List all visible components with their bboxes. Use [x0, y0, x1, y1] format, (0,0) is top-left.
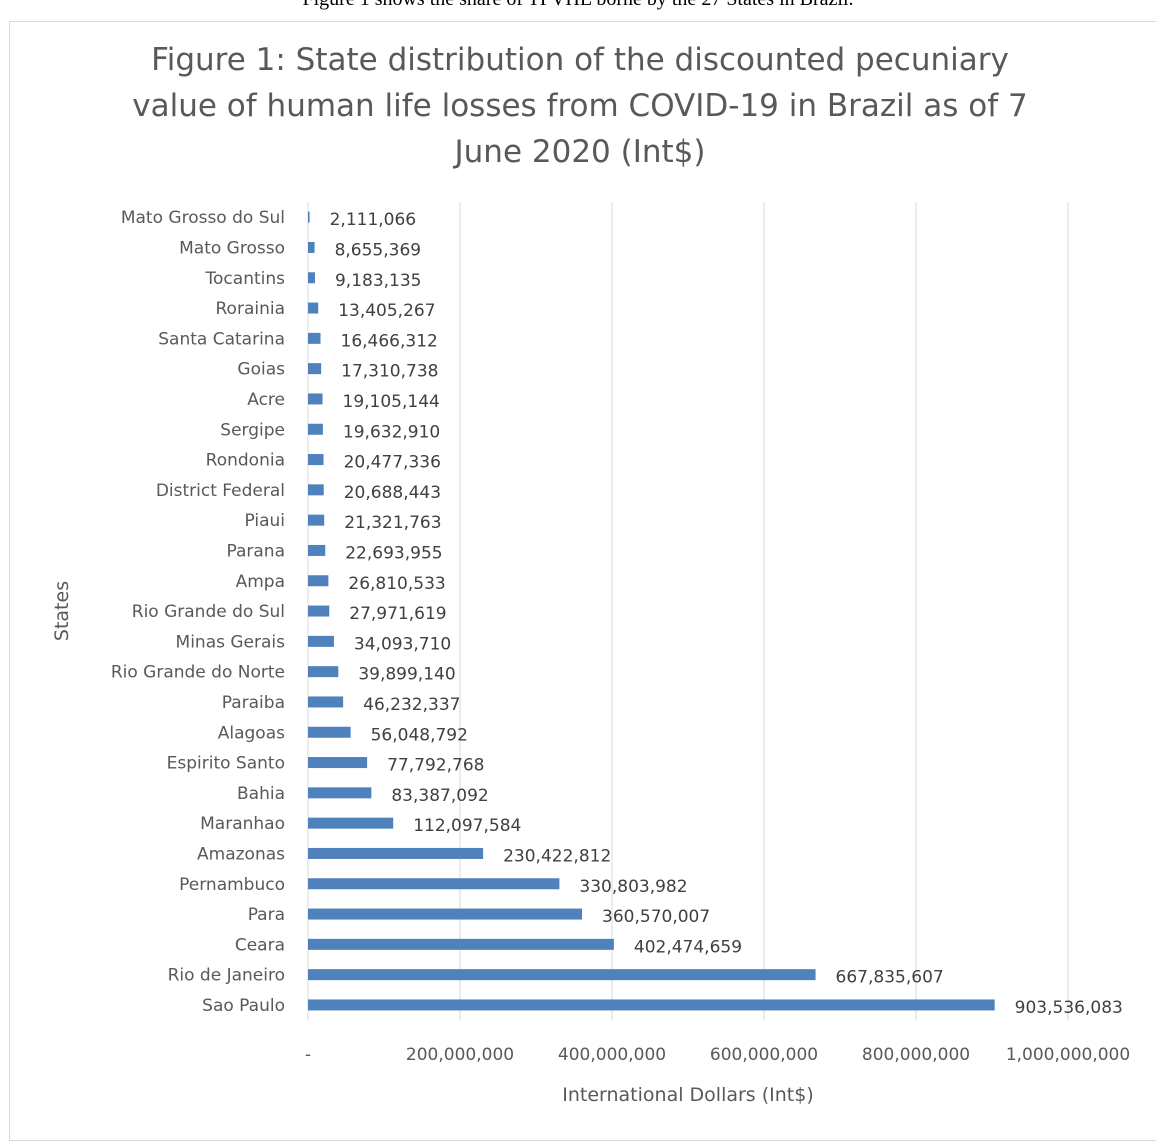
- x-tick-label: -: [305, 1045, 311, 1065]
- bars: [308, 211, 995, 1011]
- data-label: 9,183,135: [335, 271, 422, 291]
- bar: [308, 938, 614, 950]
- bar: [308, 666, 339, 678]
- bar: [308, 211, 310, 223]
- data-label: 230,422,812: [503, 846, 611, 866]
- data-label: 56,048,792: [371, 725, 468, 745]
- category-label: Paraiba: [222, 693, 285, 713]
- category-label: Espirito Santo: [167, 754, 285, 774]
- data-label: 330,803,982: [579, 877, 687, 897]
- category-label: Para: [248, 905, 285, 925]
- bar: [308, 302, 319, 314]
- bar: [308, 241, 315, 253]
- category-label: Rio Grande do Norte: [111, 663, 285, 683]
- data-label: 83,387,092: [391, 786, 488, 806]
- category-label: Mato Grosso: [179, 238, 285, 258]
- bar: [308, 969, 816, 981]
- data-label: 402,474,659: [634, 937, 742, 957]
- data-label: 903,536,083: [1015, 998, 1123, 1018]
- bar: [308, 817, 394, 829]
- bar: [308, 605, 330, 617]
- category-label: Pernambuco: [179, 875, 285, 895]
- category-label: Minas Gerais: [176, 632, 286, 652]
- category-label: Goias: [237, 360, 285, 380]
- data-label: 19,105,144: [343, 392, 440, 412]
- bar: [308, 332, 321, 344]
- bar: [308, 787, 372, 799]
- bar: [308, 635, 334, 647]
- data-label: 77,792,768: [387, 756, 484, 776]
- category-label: District Federal: [156, 481, 285, 501]
- value-labels: 2,111,066 8,655,369 9,183,135 13,405,267 16,…: [330, 210, 1123, 1018]
- category-label: Acre: [247, 390, 285, 410]
- x-axis-title: International Dollars (Int$): [562, 1084, 814, 1106]
- data-label: 21,321,763: [344, 513, 441, 533]
- data-label: 19,632,910: [343, 422, 440, 442]
- figure-caption: Figure 1 shows the share of TPVHL borne …: [0, 0, 1156, 11]
- data-label: 26,810,533: [348, 574, 445, 594]
- category-label: Bahia: [237, 784, 285, 804]
- category-label: Piaui: [244, 511, 285, 531]
- data-label: 17,310,738: [341, 362, 438, 382]
- category-label: Tocantins: [205, 269, 286, 289]
- category-label: Ampa: [236, 572, 285, 592]
- bar: [308, 454, 324, 466]
- bar: [308, 514, 325, 526]
- y-axis-title: States: [51, 581, 73, 641]
- category-label: Sao Paulo: [202, 996, 285, 1016]
- bar: [308, 544, 326, 556]
- bar: [308, 484, 324, 496]
- category-label: Santa Catarina: [158, 329, 285, 349]
- data-label: 8,655,369: [335, 240, 422, 260]
- x-tick-label: 800,000,000: [862, 1045, 970, 1065]
- category-label: Mato Grosso do Sul: [121, 208, 285, 228]
- data-label: 46,232,337: [363, 695, 460, 715]
- category-label: Rondonia: [206, 451, 285, 471]
- data-label: 16,466,312: [341, 331, 438, 351]
- category-label: Ceara: [235, 935, 285, 955]
- data-label: 667,835,607: [836, 968, 944, 988]
- bar: [308, 757, 368, 769]
- x-tick-labels: - 200,000,000 400,000,000 600,000,000 800,00…: [305, 1045, 1130, 1065]
- category-label: Maranhao: [200, 814, 285, 834]
- bar: [308, 696, 344, 708]
- category-label: Parana: [226, 541, 285, 561]
- data-label: 27,971,619: [349, 604, 446, 624]
- data-label: 112,097,584: [413, 816, 521, 836]
- x-tick-label: 600,000,000: [710, 1045, 818, 1065]
- bar: [308, 999, 995, 1011]
- category-label: Amazonas: [197, 844, 285, 864]
- data-label: 20,688,443: [344, 483, 441, 503]
- data-label: 2,111,066: [330, 210, 417, 230]
- category-labels: Mato Grosso do Sul Mato Grosso Tocantins Ro…: [111, 208, 285, 1016]
- category-label: Rorainia: [216, 299, 286, 319]
- category-label: Alagoas: [218, 723, 285, 743]
- bar: [308, 272, 315, 284]
- bar: [308, 847, 484, 859]
- data-label: 34,093,710: [354, 634, 451, 654]
- bar: [308, 908, 583, 920]
- bar: [308, 878, 560, 890]
- category-label: Sergipe: [220, 420, 285, 440]
- data-label: 20,477,336: [344, 453, 441, 473]
- category-label: Rio de Janeiro: [168, 966, 285, 986]
- bar: [308, 363, 322, 375]
- x-tick-label: 1,000,000,000: [1006, 1045, 1130, 1065]
- category-label: Rio Grande do Sul: [132, 602, 285, 622]
- data-label: 13,405,267: [338, 301, 435, 321]
- bar: [308, 575, 329, 587]
- x-tick-label: 200,000,000: [406, 1045, 514, 1065]
- x-tick-label: 400,000,000: [558, 1045, 666, 1065]
- bar: [308, 726, 351, 738]
- data-label: 22,693,955: [345, 543, 442, 563]
- data-label: 39,899,140: [358, 665, 455, 685]
- data-label: 360,570,007: [602, 907, 710, 927]
- bar: [308, 393, 323, 405]
- chart-title: Figure 1: State distribution of the disc…: [132, 42, 1028, 170]
- bar: [308, 423, 323, 435]
